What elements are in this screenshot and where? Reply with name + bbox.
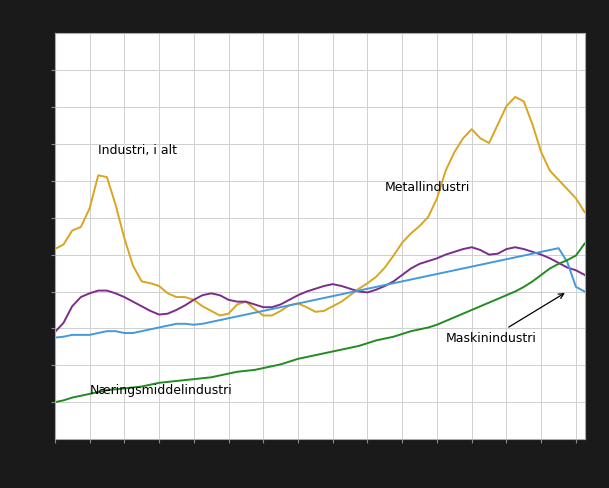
Text: Maskinindustri: Maskinindustri xyxy=(446,294,564,345)
Text: Industri, i alt: Industri, i alt xyxy=(98,144,177,157)
Text: Næringsmiddelindustri: Næringsmiddelindustri xyxy=(90,383,232,396)
Text: Metallindustri: Metallindustri xyxy=(385,181,470,194)
